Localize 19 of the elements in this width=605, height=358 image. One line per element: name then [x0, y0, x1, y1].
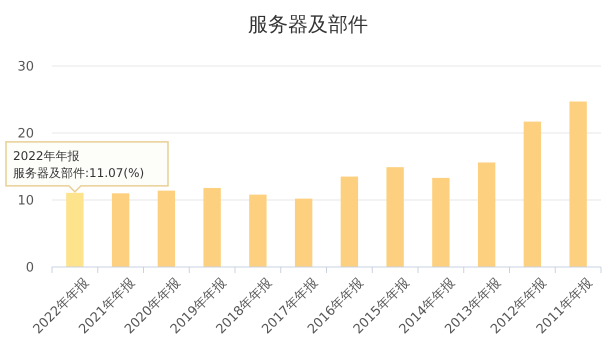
- bar: [112, 193, 130, 267]
- bar: [524, 122, 542, 267]
- bar: [203, 188, 221, 267]
- bar: [249, 194, 267, 267]
- bar: [340, 176, 358, 267]
- bar: [386, 167, 404, 267]
- bar: [294, 198, 312, 267]
- annotation: 2022年年报: [13, 148, 80, 163]
- bar: [66, 192, 84, 267]
- y-tick-label: 10: [17, 194, 34, 209]
- y-tick-label: 0: [26, 260, 34, 276]
- y-tick-label: 20: [17, 126, 34, 142]
- bar: [478, 162, 496, 267]
- chart-title: 服务器及部件: [248, 12, 368, 36]
- bar: [158, 190, 176, 267]
- annotation: 服务器及部件:11.07(%): [13, 166, 144, 180]
- y-tick-label: 30: [17, 60, 34, 75]
- bar: [432, 178, 450, 267]
- bar: [569, 102, 587, 267]
